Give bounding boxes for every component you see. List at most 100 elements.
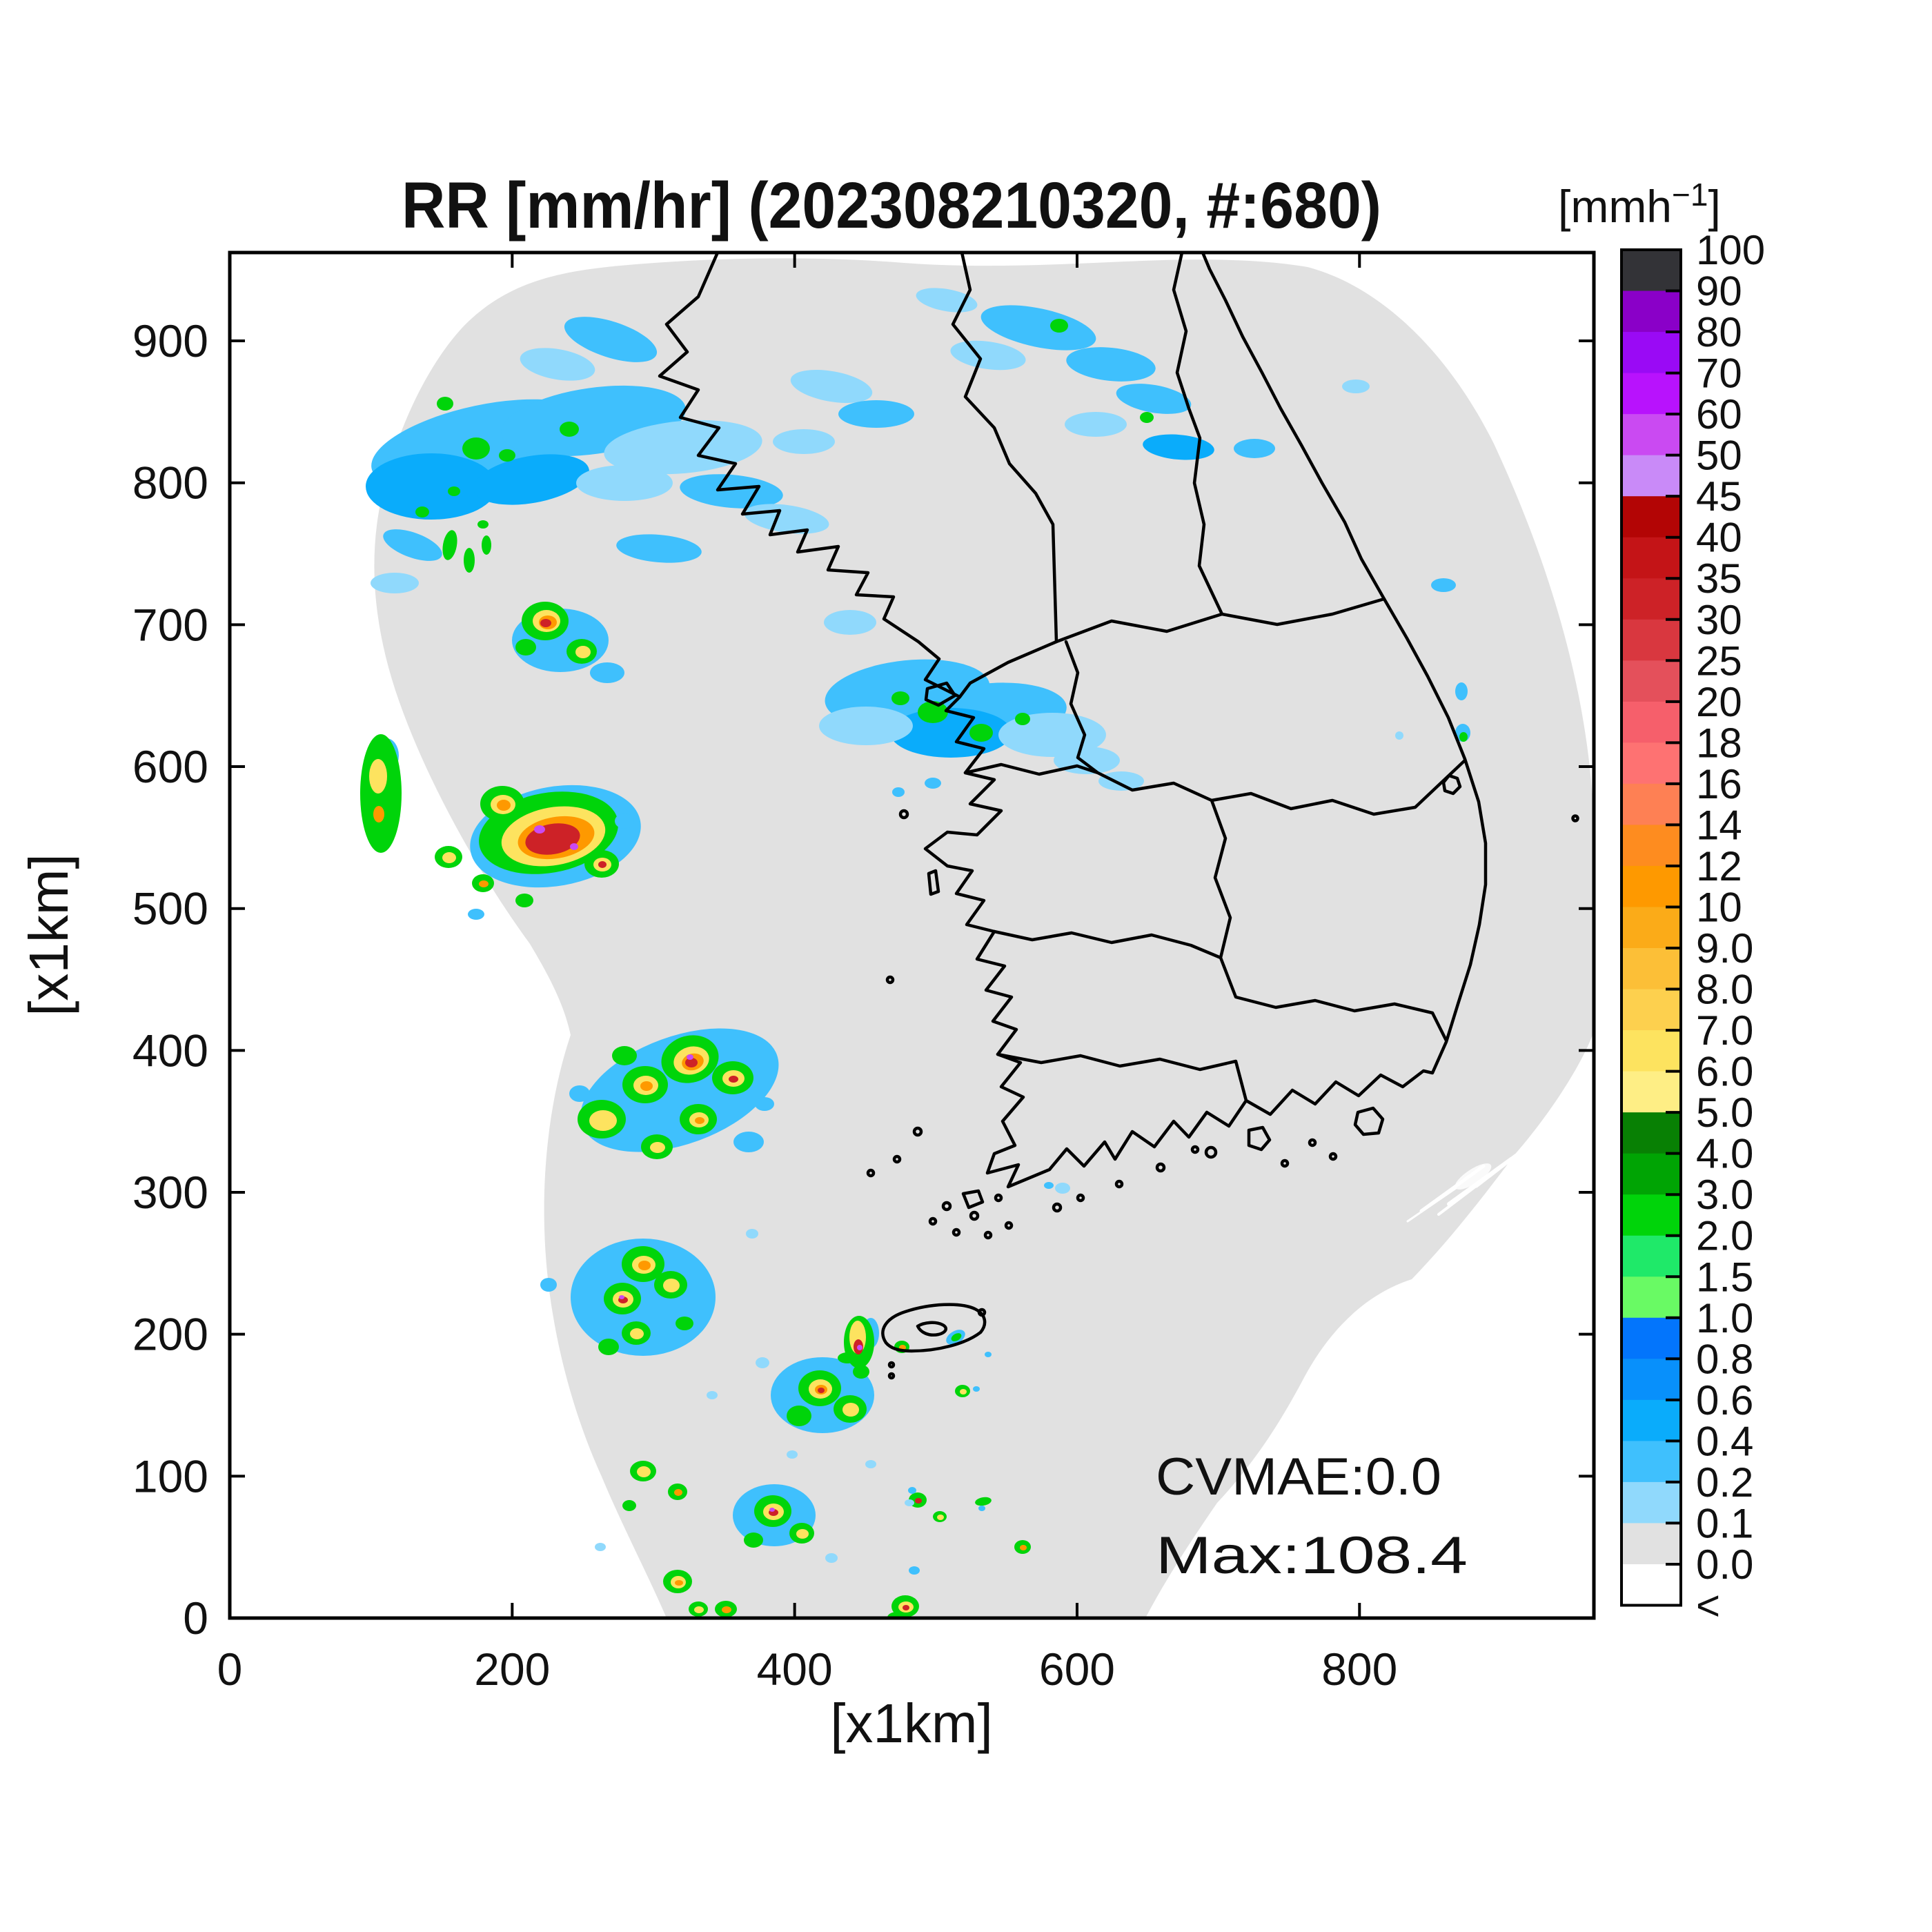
precip-cell <box>685 1058 698 1067</box>
y-axis-label: [x1km] <box>18 854 79 1016</box>
x-tick-label: 400 <box>757 1644 833 1695</box>
colorbar-segment <box>1621 1399 1681 1442</box>
map-layer <box>360 254 1593 1617</box>
province-boundaries <box>963 640 1467 1103</box>
precip-cell <box>462 437 490 460</box>
precip-cell <box>1050 319 1068 333</box>
colorbar-segment <box>1621 989 1681 1031</box>
boundary-north-1 <box>951 254 1058 644</box>
colorbar-tick-label: 18 <box>1696 720 1742 766</box>
coastlines <box>658 254 1579 1380</box>
precip-cell <box>575 646 591 658</box>
border-dmz <box>958 597 1386 699</box>
precip-cell <box>756 1357 769 1368</box>
colorbar-segment <box>1621 332 1681 374</box>
colorbar-segment <box>1621 701 1681 744</box>
colorbar-segment <box>1621 1359 1681 1401</box>
precip-cell <box>892 787 905 797</box>
precip-cell <box>366 453 497 520</box>
precip-cell <box>598 1339 619 1355</box>
precip-cell <box>589 1110 617 1131</box>
colorbar-tick-label: 60 <box>1696 391 1742 437</box>
precip-cell <box>865 1460 876 1468</box>
precip-cell <box>540 1278 557 1292</box>
precip-cell <box>891 691 909 705</box>
precip-cell <box>1459 732 1468 742</box>
precip-cell <box>951 1333 962 1341</box>
precip-cell <box>746 1229 758 1239</box>
island-jeju <box>881 1303 987 1353</box>
precip-cell <box>640 1081 653 1091</box>
precip-cell <box>1140 412 1154 423</box>
colorbar-segment <box>1621 1112 1681 1154</box>
precip-cell <box>773 429 835 454</box>
colorbar-title: [mmh−1] <box>1558 177 1721 232</box>
island-ganghwa <box>924 681 957 707</box>
precip-cell <box>915 1498 922 1504</box>
colorbar-tick-label: 0.4 <box>1696 1418 1753 1464</box>
colorbar-tick-label: 10 <box>1696 884 1742 930</box>
x-axis-label: [x1km] <box>830 1693 993 1754</box>
x-tick-label: 600 <box>1039 1644 1115 1695</box>
cvmae-annotation: CVMAE:0.0 <box>1156 1448 1441 1506</box>
precip-cell <box>650 1142 665 1153</box>
small-islands <box>866 809 1579 1380</box>
precip-cell <box>857 1345 862 1350</box>
precip-cell <box>1020 1545 1027 1550</box>
precip-cell <box>570 843 578 850</box>
precip-cell <box>819 707 913 745</box>
precip-cell <box>950 340 1026 371</box>
precip-cell <box>534 825 545 834</box>
precip-cell <box>369 759 387 793</box>
precip-cell <box>903 1605 909 1610</box>
colorbar-tick-label: 14 <box>1696 802 1742 848</box>
colorbar-tick-label: 4.0 <box>1696 1131 1753 1177</box>
precip-cell <box>890 708 1012 758</box>
precip-cell <box>1098 771 1144 791</box>
precip-cell <box>687 1054 693 1060</box>
axes-frame <box>228 250 1596 1620</box>
precip-cell <box>520 348 595 381</box>
precip-cell <box>473 454 589 505</box>
colorbar-tick-label: 90 <box>1696 268 1742 315</box>
colorbar-segment <box>1621 660 1681 702</box>
precip-cell <box>497 800 511 811</box>
precip-cell <box>442 530 457 560</box>
precip-cell <box>838 400 914 428</box>
colorbar-tick-label: 40 <box>1696 515 1742 561</box>
precip-cell <box>960 1389 967 1394</box>
colorbar-tick-label: < <box>1696 1582 1720 1628</box>
precip-cell <box>630 1328 644 1339</box>
precip-cell <box>373 806 384 822</box>
x-tick-label: 200 <box>474 1644 550 1695</box>
precip-cell <box>540 619 551 627</box>
colorbar-segment <box>1621 290 1681 333</box>
precip-cell <box>825 1553 838 1563</box>
y-tick-label: 500 <box>132 883 208 934</box>
colorbar-segment <box>1621 783 1681 826</box>
beam-blockage-streaks <box>1406 1145 1530 1223</box>
y-tick-label: 100 <box>132 1450 208 1501</box>
coastline-korea <box>658 254 1488 1189</box>
colorbar: [mmh−1] 10090807060504540353025201816141… <box>1558 177 1765 1628</box>
colorbar-tick-label: 70 <box>1696 351 1742 397</box>
colorbar-segment <box>1621 578 1681 620</box>
island-anmyeon <box>927 869 940 896</box>
precip-cell <box>1234 439 1275 458</box>
colorbar-segment <box>1621 907 1681 949</box>
precip-cell <box>437 397 453 411</box>
precip-cell <box>482 535 491 555</box>
colorbar-tick-label: 9.0 <box>1696 925 1753 972</box>
colorbar-segment <box>1621 1441 1681 1483</box>
precip-cell <box>729 1076 738 1083</box>
precip-cell <box>464 548 475 573</box>
precip-cell <box>615 814 634 829</box>
precip-cell <box>908 1487 916 1494</box>
precip-cell <box>448 486 460 496</box>
island-geoje <box>1353 1106 1385 1136</box>
precip-cell <box>622 1500 636 1511</box>
precip-cell <box>1066 347 1156 382</box>
precip-cell <box>1455 682 1468 700</box>
precip-cell <box>619 1295 624 1299</box>
